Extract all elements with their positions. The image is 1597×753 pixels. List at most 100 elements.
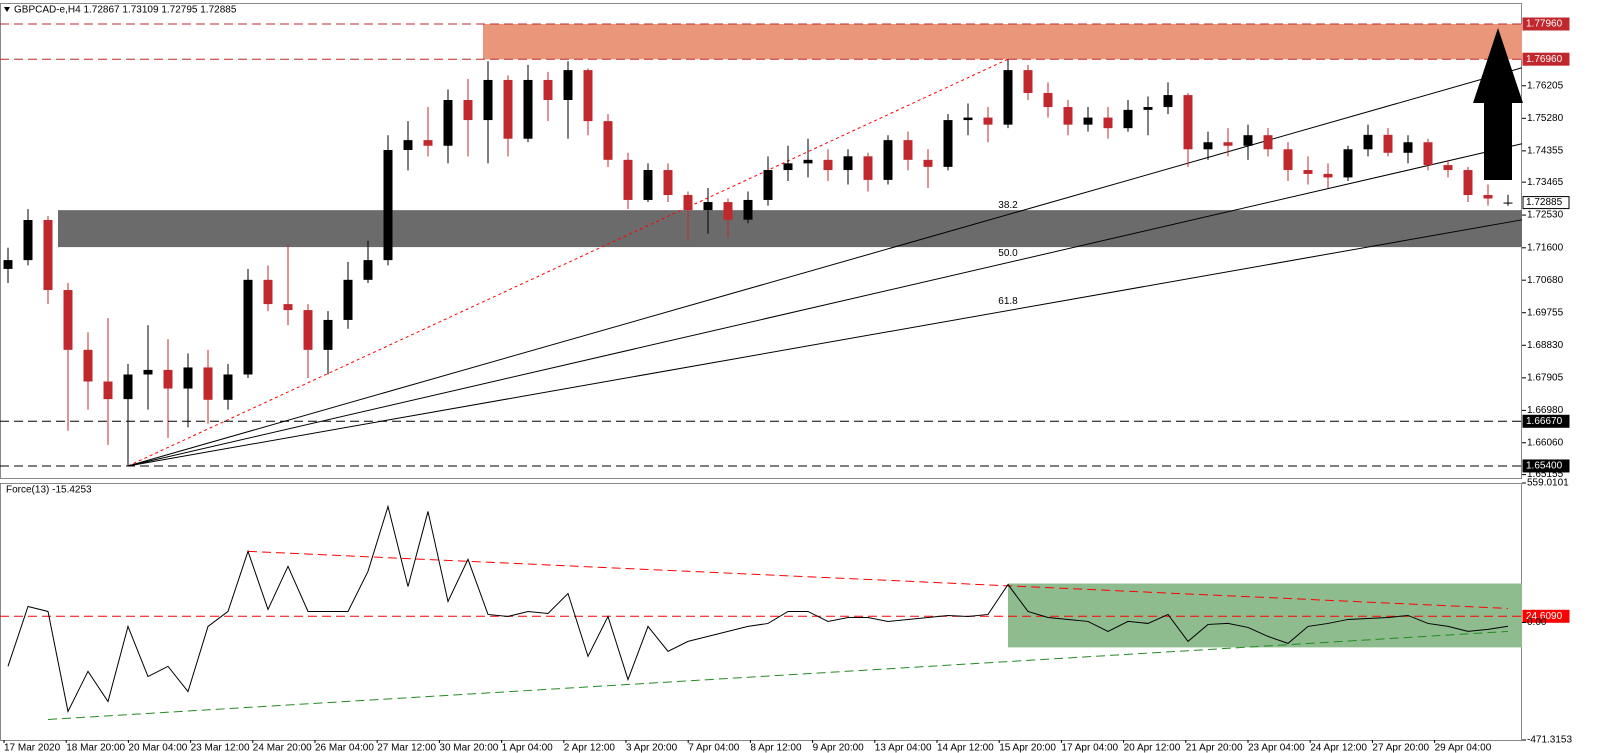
candle-body [843, 156, 853, 171]
level-label: 24.6090 [1526, 611, 1563, 622]
x-tick-label: 18 Mar 20:00 [66, 743, 125, 753]
candle-body [103, 381, 113, 400]
candle-body [403, 140, 413, 150]
candle-body [483, 79, 493, 121]
level-label-box [1522, 414, 1570, 428]
candle-body [3, 260, 13, 269]
candle-body [563, 70, 573, 101]
level-label: 1.77960 [1526, 19, 1563, 30]
candle-body [1063, 107, 1073, 125]
candle-body [223, 374, 233, 400]
x-tick-label: 8 Apr 12:00 [750, 743, 802, 753]
y-tick-label: 1.73465 [1527, 177, 1564, 188]
level-label-box [1522, 196, 1570, 210]
x-tick-label: 14 Apr 12:00 [937, 743, 994, 753]
x-tick-label: 24 Mar 20:00 [253, 743, 312, 753]
candle-body [343, 279, 353, 320]
y-tick-label: 1.70680 [1527, 275, 1564, 286]
level-label-box [1522, 52, 1570, 66]
candle-body [743, 199, 753, 220]
candle-body [523, 79, 533, 139]
fan-line [127, 219, 1523, 467]
y-tick-label: -471.3153 [1527, 735, 1572, 746]
chart-title: GBPCAD-e,H4 1.72867 1.73109 1.72795 1.72… [14, 5, 237, 16]
fan-label: 50.0 [998, 248, 1018, 259]
candle-body [183, 367, 193, 389]
candle-body [323, 319, 333, 350]
candle-body [1143, 107, 1153, 110]
candle-body [83, 349, 93, 382]
y-tick-label: 1.66060 [1527, 437, 1564, 448]
level-label: 1.65400 [1526, 461, 1563, 472]
candle-body [163, 369, 173, 389]
candle-body [823, 159, 833, 171]
x-tick-label: 20 Apr 12:00 [1124, 743, 1181, 753]
level-label: 1.66670 [1526, 416, 1563, 427]
candle-body [383, 149, 393, 261]
x-tick-label: 9 Apr 20:00 [813, 743, 865, 753]
x-tick-label: 2 Apr 12:00 [564, 743, 616, 753]
candle-body [1203, 142, 1213, 150]
level-label-box [1522, 459, 1570, 473]
y-tick-label: 1.72530 [1527, 210, 1564, 221]
candle-body [1443, 165, 1453, 171]
candle-body [623, 159, 633, 200]
candle-body [663, 170, 673, 196]
candle-body [603, 121, 613, 160]
y-tick-label: 1.66980 [1527, 405, 1564, 416]
candle-body [1303, 170, 1313, 174]
candle-body [763, 170, 773, 200]
arrow-head [1473, 28, 1523, 103]
x-tick-label: 24 Apr 12:00 [1310, 743, 1367, 753]
candle-body [263, 279, 273, 305]
candle-body [463, 100, 473, 121]
x-tick-label: 23 Mar 12:00 [191, 743, 250, 753]
force-line [7, 504, 1509, 714]
x-tick-label: 23 Apr 04:00 [1248, 743, 1305, 753]
y-tick-label: 1.76205 [1527, 80, 1564, 91]
y-tick-label: 1.74355 [1527, 145, 1564, 156]
level-label: 1.76960 [1526, 54, 1563, 65]
candle-body [923, 159, 933, 167]
candle-body [983, 117, 993, 125]
candle-body [1243, 135, 1253, 146]
fan-label: 38.2 [998, 200, 1018, 211]
candle-body [903, 140, 913, 160]
candle-body [723, 202, 733, 220]
candle-body [1263, 135, 1273, 150]
candle-body [703, 202, 713, 211]
candle-body [803, 159, 813, 164]
candle-body [643, 170, 653, 200]
x-tick-label: 26 Mar 04:00 [315, 743, 374, 753]
candle-body [43, 220, 53, 291]
candle-body [443, 100, 453, 146]
fan-line [127, 67, 1523, 467]
candle-body [1423, 142, 1433, 166]
zone [483, 24, 1522, 60]
candle-body [1363, 134, 1373, 150]
candle-body [1163, 95, 1173, 108]
candle-body [1483, 195, 1493, 199]
x-tick-label: 3 Apr 20:00 [626, 743, 678, 753]
candle-body [143, 369, 153, 375]
candle-body [883, 140, 893, 180]
x-tick-label: 27 Mar 12:00 [377, 743, 436, 753]
level-label: 1.72885 [1526, 197, 1563, 208]
candle-body [943, 120, 953, 167]
candle-body [1503, 202, 1513, 204]
candle-body [1043, 92, 1053, 108]
y-tick-label: 1.67905 [1527, 372, 1564, 383]
candle-body [283, 304, 293, 311]
x-tick-label: 17 Mar 2020 [4, 743, 61, 753]
plot-layer: 38.2 50.0 61.8 1.76205 1.75280 1.74355 1.73465… [0, 17, 1572, 753]
level-label-box [1522, 609, 1570, 623]
y-tick-label: 1.65155 [1527, 469, 1564, 480]
candle-body [503, 79, 513, 139]
candle-body [583, 70, 593, 122]
x-tick-label: 20 Mar 04:00 [128, 743, 187, 753]
zone [58, 210, 1522, 248]
x-tick-label: 17 Apr 04:00 [1061, 743, 1118, 753]
candle-body [863, 156, 873, 180]
x-tick-label: 29 Apr 04:00 [1435, 743, 1492, 753]
